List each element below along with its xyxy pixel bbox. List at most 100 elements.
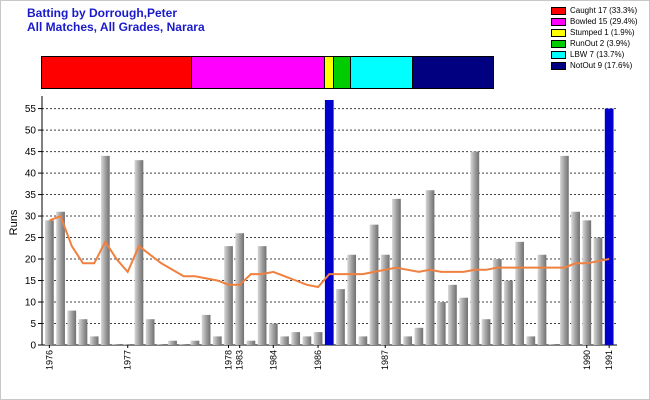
runs-bar <box>548 344 558 345</box>
y-tick-label: 35 <box>25 190 37 201</box>
x-tick-label: 1991 <box>604 350 614 370</box>
runs-bar <box>392 198 401 345</box>
y-tick-label: 40 <box>25 169 37 180</box>
legend-item: RunOut 2 (3.9%) <box>551 38 638 49</box>
x-tick-label: 1986 <box>313 350 323 370</box>
y-tick-label: 0 <box>30 341 36 352</box>
legend-swatch <box>551 17 566 26</box>
legend: Caught 17 (33.3%) Bowled 15 (29.4%) Stumpe… <box>551 5 638 71</box>
runs-bar <box>224 246 233 345</box>
average-line <box>49 214 610 289</box>
runs-bar <box>537 254 547 345</box>
runs-bar <box>414 327 424 345</box>
runs-bar <box>201 314 211 345</box>
runs-bar <box>190 340 200 345</box>
legend-swatch <box>551 28 566 37</box>
runs-bar <box>123 344 133 345</box>
runs-bar <box>369 224 379 345</box>
runs-bar <box>268 323 278 345</box>
x-tick-label: 1976 <box>44 350 54 370</box>
runs-bar <box>448 284 457 345</box>
y-tick-label: 25 <box>25 233 37 244</box>
y-tick-label: 15 <box>25 276 37 287</box>
runs-bar <box>134 160 144 345</box>
dismissal-segment <box>333 57 352 88</box>
runs-bar <box>179 344 189 345</box>
legend-label: NotOut 9 (17.6%) <box>570 61 633 70</box>
runs-bar <box>302 336 312 345</box>
runs-bar <box>145 319 155 345</box>
runs-bar <box>257 246 267 345</box>
runs-bar <box>280 336 289 345</box>
dismissal-segment <box>324 57 334 88</box>
legend-item: Caught 17 (33.3%) <box>551 5 638 16</box>
runs-bar <box>168 340 177 345</box>
runs-bar <box>380 254 390 345</box>
runs-bar <box>78 319 88 345</box>
runs-bar <box>504 280 513 345</box>
runs-bar <box>459 297 468 345</box>
legend-label: LBW 7 (13.7%) <box>570 50 625 59</box>
dismissal-segment <box>351 57 414 88</box>
y-tick-label: 55 <box>25 104 37 115</box>
legend-item: Bowled 15 (29.4%) <box>551 16 638 27</box>
legend-swatch <box>551 50 566 59</box>
chart-title-line1: Batting by Dorrough,Peter <box>27 6 178 20</box>
runs-bar <box>470 151 480 345</box>
runs-bar <box>246 340 256 345</box>
runs-bar <box>403 336 413 345</box>
runs-bar <box>89 336 99 345</box>
runs-bar <box>492 259 502 345</box>
runs-bar <box>313 332 323 345</box>
y-tick-label: 45 <box>25 147 37 158</box>
legend-item: NotOut 9 (17.6%) <box>551 60 638 71</box>
runs-bar <box>235 233 245 345</box>
legend-swatch <box>551 39 566 48</box>
legend-label: Bowled 15 (29.4%) <box>570 17 638 26</box>
runs-bar <box>291 332 301 345</box>
x-tick-label: 1978 <box>224 350 234 370</box>
runs-bar <box>515 241 524 345</box>
runs-bar <box>347 254 357 345</box>
notout-bar <box>324 100 334 345</box>
runs-bar <box>45 220 54 345</box>
legend-swatch <box>551 61 566 70</box>
dismissal-segment <box>42 57 193 88</box>
x-tick-label: 1983 <box>235 350 245 370</box>
runs-bar <box>560 155 569 345</box>
runs-bar <box>425 190 435 345</box>
x-tick-label: 1990 <box>582 350 592 370</box>
legend-item: LBW 7 (13.7%) <box>551 49 638 60</box>
y-axis-label: Runs <box>8 209 20 235</box>
legend-label: Stumped 1 (1.9%) <box>570 28 635 37</box>
legend-label: Caught 17 (33.3%) <box>570 6 638 15</box>
runs-bar <box>582 220 592 345</box>
notout-bar <box>604 108 614 345</box>
x-tick-label: 1987 <box>380 350 390 370</box>
x-tick-label: 1977 <box>123 350 133 370</box>
y-tick-label: 30 <box>25 212 37 223</box>
y-tick-label: 20 <box>25 255 37 266</box>
runs-bar <box>481 319 491 345</box>
y-tick-label: 5 <box>30 319 36 330</box>
legend-item: Stumped 1 (1.9%) <box>551 27 638 38</box>
legend-swatch <box>551 6 566 15</box>
runs-bar <box>336 289 345 345</box>
runs-bar <box>571 211 580 345</box>
dismissal-segment <box>413 57 493 88</box>
runs-bar <box>67 310 77 345</box>
chart-title-line2: All Matches, All Grades, Narara <box>27 20 205 34</box>
y-tick-label: 50 <box>25 126 37 137</box>
runs-bar <box>436 302 446 345</box>
runs-bar <box>526 336 536 345</box>
runs-bar <box>156 344 166 345</box>
runs-bar <box>100 155 110 345</box>
legend-label: RunOut 2 (3.9%) <box>570 39 631 48</box>
dismissal-segment <box>192 57 325 88</box>
dismissal-strip <box>41 56 494 89</box>
runs-bar <box>212 336 222 345</box>
runs-bar <box>112 344 121 345</box>
x-tick-label: 1984 <box>268 350 278 370</box>
runs-bar <box>358 336 368 345</box>
